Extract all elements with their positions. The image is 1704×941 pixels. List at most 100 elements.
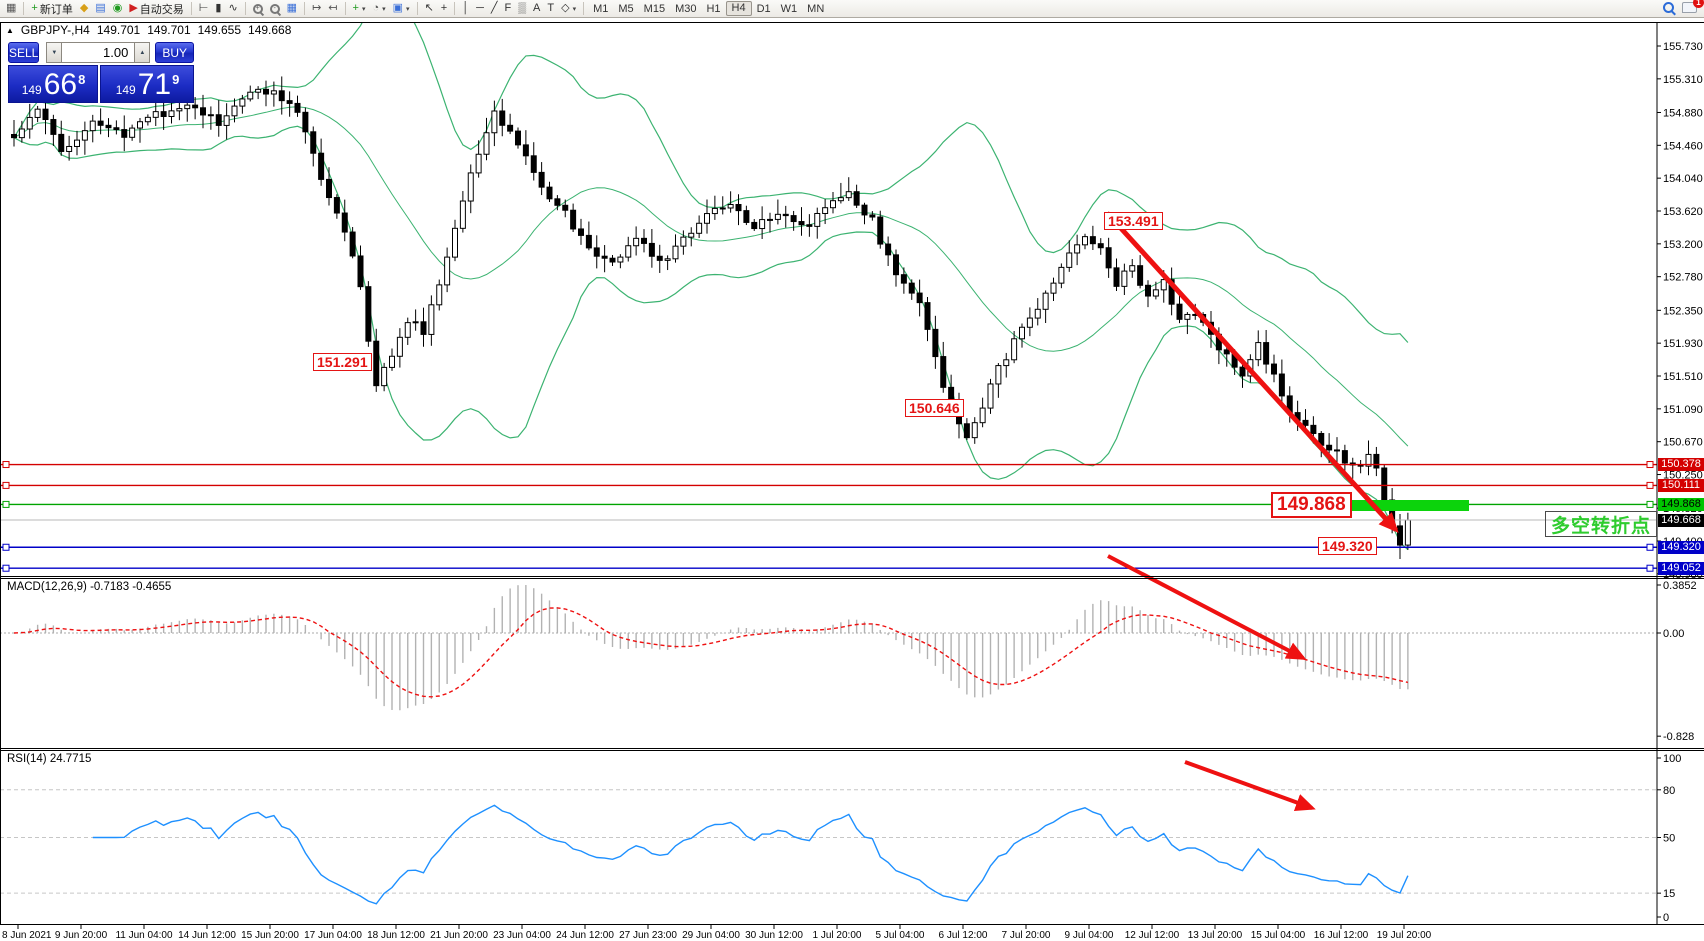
profile-button[interactable]: ◆: [77, 1, 91, 16]
line-handle: [2, 481, 10, 489]
buy-price-display[interactable]: 149 71 9: [100, 65, 194, 103]
volume-input[interactable]: 1.00: [62, 42, 135, 63]
bar-chart-button[interactable]: ⊢: [196, 1, 212, 16]
candlestick-button[interactable]: ▮: [212, 1, 224, 16]
svg-text:100: 100: [1663, 753, 1681, 765]
profile-icon: ◆: [79, 2, 89, 14]
svg-text:8 Jun 2021: 8 Jun 2021: [2, 930, 52, 941]
new-order-button[interactable]: + 新订单: [28, 1, 75, 16]
zoom-out-button[interactable]: -: [267, 1, 283, 16]
vertical-line-tool[interactable]: │: [459, 1, 472, 16]
timeframe-m1[interactable]: M1: [593, 2, 609, 15]
window-icon[interactable]: ▦: [6, 2, 17, 14]
caret-icon: ▾: [572, 5, 577, 13]
svg-text:152.780: 152.780: [1663, 272, 1703, 284]
chart-shift-button[interactable]: ↤: [325, 1, 340, 16]
svg-text:154.460: 154.460: [1663, 140, 1703, 152]
quote-open: 149.701: [96, 23, 141, 37]
timeframe-m5[interactable]: M5: [618, 2, 634, 15]
rsi-label: RSI(14) 24.7715: [7, 753, 92, 765]
crosshair-icon: +: [440, 2, 448, 14]
svg-text:151.930: 151.930: [1663, 338, 1703, 350]
svg-text:27 Jun 23:00: 27 Jun 23:00: [619, 930, 677, 941]
text-tool[interactable]: A: [530, 1, 543, 16]
symbol-name: GBPJPY-,H4: [20, 23, 90, 37]
bar-chart-icon: ⊢: [198, 2, 209, 14]
new-order-icon: +: [31, 2, 38, 14]
grid-tool[interactable]: ▒: [515, 1, 529, 16]
svg-text:153.620: 153.620: [1663, 206, 1703, 218]
volume-down-button[interactable]: ▼: [46, 42, 63, 63]
fibonacci-tool[interactable]: F: [502, 1, 515, 16]
shapes-dropdown[interactable]: ◇ ▾: [558, 1, 579, 16]
cursor-tool[interactable]: ↖: [422, 1, 437, 16]
svg-text:15 Jun 20:00: 15 Jun 20:00: [241, 930, 299, 941]
tile-windows-button[interactable]: ▦: [284, 1, 300, 16]
symbol-bar: ▲ GBPJPY-,H4 149.701 149.701 149.655 149…: [6, 23, 291, 37]
svg-text:29 Jun 04:00: 29 Jun 04:00: [682, 930, 740, 941]
crosshair-tool[interactable]: +: [438, 1, 450, 16]
svg-text:151.090: 151.090: [1663, 404, 1703, 416]
svg-text:155.730: 155.730: [1663, 41, 1703, 53]
autotrade-label: 自动交易: [139, 3, 184, 16]
svg-text:11 Jun 04:00: 11 Jun 04:00: [115, 930, 173, 941]
svg-text:152.350: 152.350: [1663, 305, 1703, 317]
timeframe-h4[interactable]: H4: [725, 1, 752, 16]
svg-text:14 Jun 12:00: 14 Jun 12:00: [178, 930, 236, 941]
svg-text:50: 50: [1663, 833, 1675, 845]
zoom-in-button[interactable]: +: [250, 1, 266, 16]
annotation-box[interactable]: 多空转折点: [1545, 511, 1657, 537]
buy-price-prefix: 149: [115, 83, 136, 97]
line-chart-button[interactable]: ∿: [225, 1, 240, 16]
tile-windows-icon: ▦: [286, 2, 298, 14]
timeframe-d1[interactable]: D1: [756, 2, 771, 15]
timeframe-m30[interactable]: M30: [675, 2, 697, 15]
new-chart-dropdown[interactable]: + ▾: [350, 1, 369, 16]
svg-text:17 Jun 04:00: 17 Jun 04:00: [304, 930, 362, 941]
line-handle: [2, 500, 10, 508]
sell-button[interactable]: SELL: [8, 42, 40, 63]
search-button[interactable]: [1663, 1, 1674, 16]
svg-text:15: 15: [1663, 888, 1675, 900]
line-handle: [2, 461, 10, 469]
trendline-tool[interactable]: ╱: [488, 1, 501, 16]
volume-up-button[interactable]: ▲: [134, 42, 151, 63]
template-dropdown[interactable]: ▣ ▾: [390, 1, 413, 16]
chart-annotations: 155.730 155.310 154.880 154.460 154.040 153.6…: [0, 22, 1704, 941]
sell-price-big: 66: [43, 68, 78, 101]
svg-text:0: 0: [1663, 912, 1669, 924]
market-watch-icon: ▤: [95, 2, 106, 14]
auto-scroll-button[interactable]: ↦: [309, 1, 324, 16]
svg-text:30 Jun 12:00: 30 Jun 12:00: [745, 930, 803, 941]
market-watch-button[interactable]: ▤: [92, 1, 108, 16]
toolbar-separator: [416, 2, 418, 15]
timeframe-w1[interactable]: W1: [780, 2, 798, 15]
trendline-icon: ╱: [490, 2, 498, 14]
timeframe-m15[interactable]: M15: [643, 2, 666, 15]
line-handle: [1646, 543, 1654, 551]
svg-text:19 Jul 20:00: 19 Jul 20:00: [1377, 930, 1432, 941]
toolbar-separator: [23, 2, 25, 15]
buy-button[interactable]: BUY: [155, 42, 194, 63]
timeframe-h1[interactable]: H1: [706, 2, 721, 15]
candlestick-icon: ▮: [215, 2, 222, 14]
notifications-button[interactable]: 1: [1682, 0, 1704, 16]
sell-price-display[interactable]: 149 66 8: [8, 65, 99, 103]
horizontal-line-tool[interactable]: ─: [473, 1, 487, 16]
period-dropdown[interactable]: ◔ ▾: [369, 1, 388, 16]
svg-text:18 Jun 12:00: 18 Jun 12:00: [367, 930, 425, 941]
notification-badge: 1: [1693, 0, 1704, 8]
toolbar-separator: [244, 2, 246, 15]
macd-signal-line: [13, 607, 1409, 698]
autotrade-button[interactable]: ▶ 自动交易: [126, 1, 186, 16]
macd-series: [0, 585, 1657, 711]
collapse-triangle-icon[interactable]: ▲: [6, 25, 14, 35]
label-tool[interactable]: T: [544, 1, 557, 16]
timeframe-mn[interactable]: MN: [807, 2, 825, 15]
horizontal-line-icon: ─: [476, 2, 484, 14]
zoom-in-icon: +: [252, 3, 263, 14]
shapes-icon: ◇: [561, 2, 570, 14]
new-order-label: 新订单: [39, 3, 73, 16]
signal-button[interactable]: ◉: [110, 1, 126, 16]
